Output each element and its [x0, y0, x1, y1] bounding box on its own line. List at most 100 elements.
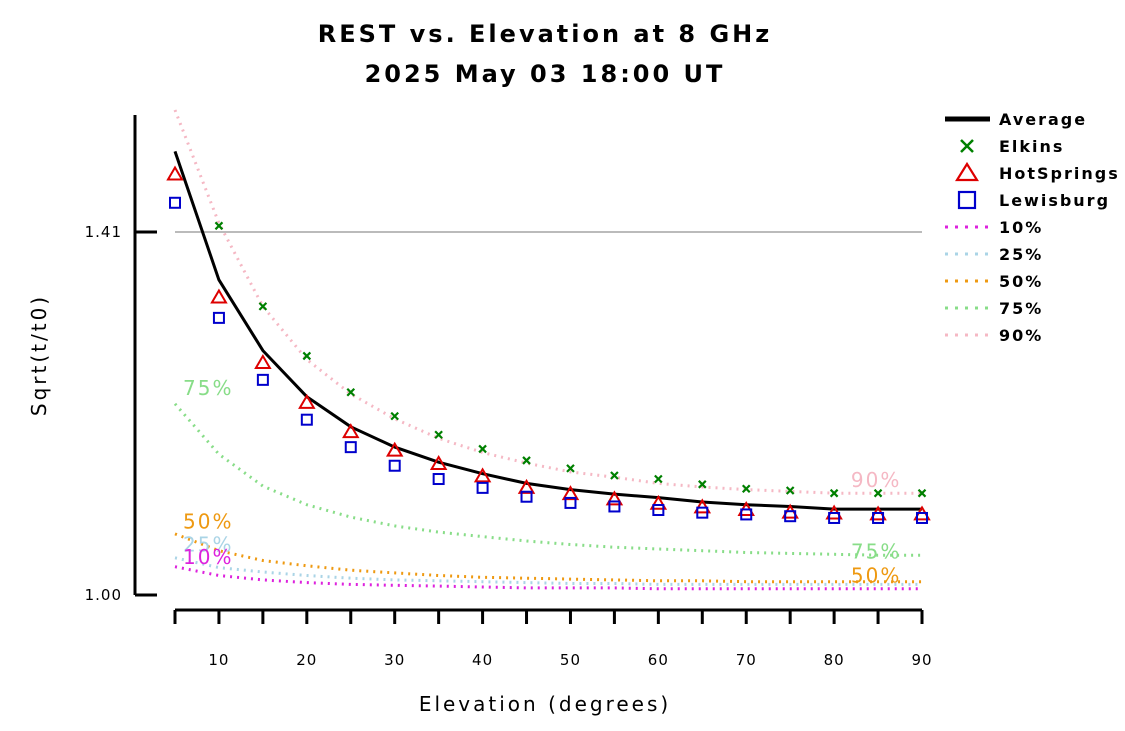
curve-label: 10%	[183, 545, 233, 569]
curve-label: 75%	[851, 540, 901, 564]
series-hotsprings-point	[517, 478, 536, 494]
series-10pct-line	[174, 565, 922, 591]
chart-title: REST vs. Elevation at 8 GHz	[318, 20, 773, 48]
curve-label: 50%	[851, 564, 901, 588]
series-lewisburg-point	[344, 441, 357, 454]
curve-label: 25%	[183, 533, 233, 557]
series-90pct-line	[173, 109, 922, 495]
series-lewisburg-point	[652, 504, 665, 517]
x-tick-label: 60	[648, 651, 669, 669]
legend-label: HotSprings	[999, 164, 1120, 183]
legend-item-average: Average	[945, 110, 1087, 129]
series-elkins-point	[698, 480, 707, 489]
series-hotsprings-point	[429, 454, 448, 470]
series-lewisburg-point	[872, 511, 885, 524]
x-tick-label: 90	[911, 651, 932, 669]
series-hotsprings-point	[254, 354, 272, 370]
series-elkins-point	[390, 411, 399, 421]
legend-label: 10%	[999, 218, 1043, 237]
legend-item-90pct: 90%	[945, 326, 1043, 345]
chart-subtitle: 2025 May 03 18:00 UT	[365, 60, 726, 88]
legend-item-50pct: 50%	[945, 272, 1043, 291]
legend-label: Lewisburg	[999, 191, 1110, 210]
y-tick-label: 1.00	[85, 586, 122, 604]
y-axis-label: Sqrt(t/t0)	[27, 294, 51, 416]
series-hotsprings-point	[210, 288, 228, 304]
legend-swatch-triangle	[955, 161, 979, 182]
curve-label: 50%	[183, 510, 233, 534]
series-average-line	[173, 150, 922, 511]
legend-swatch-square	[957, 190, 977, 210]
series-lewisburg-point	[740, 508, 753, 521]
series-25pct-line	[174, 556, 922, 586]
series-elkins-point	[829, 488, 839, 498]
series-elkins-point	[214, 221, 224, 231]
series-lewisburg-point	[828, 511, 841, 524]
legend-item-hotsprings: HotSprings	[955, 161, 1120, 183]
x-tick-label: 50	[560, 651, 581, 669]
legend-label: Elkins	[999, 137, 1064, 156]
series-hotsprings-point	[561, 485, 580, 501]
series-lewisburg-point	[520, 490, 533, 503]
series-hotsprings-point	[166, 165, 184, 181]
series-lewisburg-point	[696, 506, 709, 519]
series-lewisburg-point	[212, 311, 225, 324]
series-lewisburg-point	[784, 510, 797, 523]
series-hotsprings-point	[605, 490, 624, 506]
series-elkins-point	[346, 387, 356, 397]
legend: Average Elkins HotSprings Lewisburg 10% 25% 50…	[945, 110, 1120, 345]
series-50pct-line	[174, 532, 922, 584]
series-lewisburg-point	[256, 373, 269, 386]
legend-label: 75%	[999, 299, 1043, 318]
curve-label: 75%	[183, 376, 233, 400]
x-tick-label: 30	[384, 651, 405, 669]
legend-label: 50%	[999, 272, 1043, 291]
series-elkins-point	[522, 456, 531, 465]
x-tick-label: 40	[472, 651, 493, 669]
series-hotsprings-point	[649, 494, 668, 510]
legend-label: 25%	[999, 245, 1043, 264]
x-axis-label: Elevation (degrees)	[419, 692, 671, 716]
series-lewisburg-point	[476, 481, 489, 494]
legend-item-elkins: Elkins	[960, 137, 1064, 156]
legend-label: 90%	[999, 326, 1043, 345]
series-elkins-point	[741, 484, 751, 494]
series-elkins-point	[654, 474, 663, 484]
x-tick-label: 20	[296, 651, 317, 669]
series-lewisburg-point	[388, 459, 401, 472]
legend-item-10pct: 10%	[945, 218, 1043, 237]
x-tick-label: 80	[824, 651, 845, 669]
series-lewisburg-point	[608, 500, 621, 513]
series-elkins-point	[478, 444, 487, 454]
series-elkins-point	[873, 488, 883, 498]
series-lewisburg-point	[916, 511, 928, 524]
legend-swatch-x	[960, 139, 974, 153]
series-lewisburg-point	[432, 473, 445, 486]
series-hotsprings-point	[342, 423, 360, 439]
legend-item-25pct: 25%	[945, 245, 1043, 264]
series-elkins-point	[302, 351, 312, 361]
series-elkins-point	[610, 471, 619, 480]
legend-item-lewisburg: Lewisburg	[957, 190, 1110, 210]
series-elkins-point	[258, 302, 268, 311]
y-tick-label: 1.41	[85, 223, 122, 241]
x-tick-label: 70	[736, 651, 757, 669]
series-elkins-point	[917, 488, 927, 498]
series-hotsprings-point	[473, 467, 492, 483]
series-elkins-point	[785, 486, 795, 495]
series-lewisburg-point	[169, 196, 181, 209]
series-hotsprings-point	[298, 393, 316, 409]
x-tick-label: 10	[208, 651, 229, 669]
series-hotsprings-point	[385, 441, 404, 457]
series-elkins-point	[566, 464, 575, 473]
curve-label: 90%	[851, 468, 901, 492]
series-hotsprings-point	[693, 498, 712, 514]
legend-label: Average	[999, 110, 1087, 129]
series-75pct-line	[173, 402, 922, 557]
series-lewisburg-point	[564, 496, 577, 509]
series-elkins-point	[434, 430, 443, 440]
series-lewisburg-point	[300, 413, 313, 426]
legend-item-75pct: 75%	[945, 299, 1043, 318]
